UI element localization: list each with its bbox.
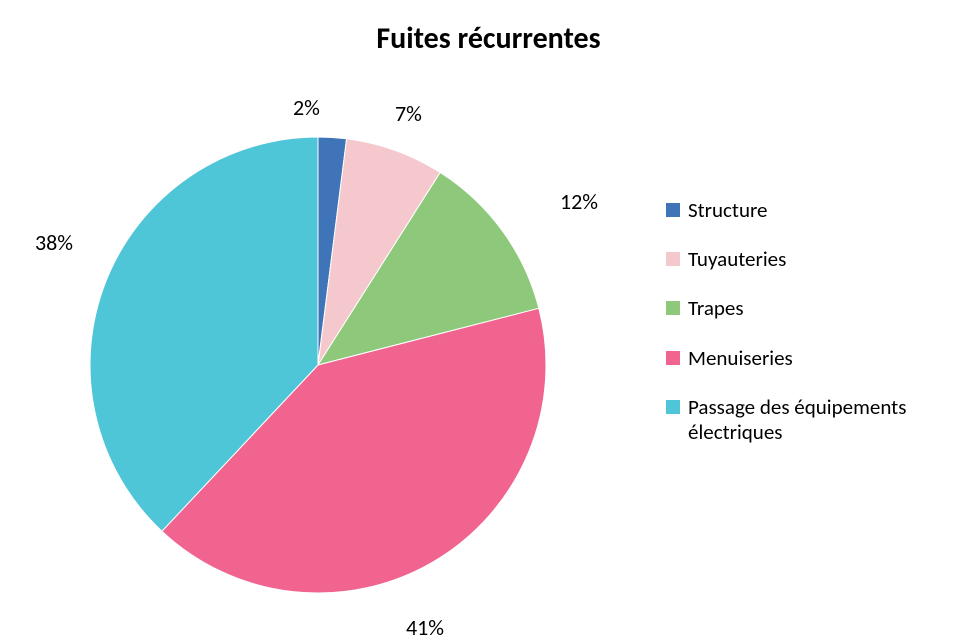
legend-swatch [666, 301, 680, 315]
pie-svg [90, 137, 546, 593]
legend-label: Menuiseries [688, 346, 793, 371]
slice-label: 7% [395, 100, 422, 127]
legend-item: Tuyauteries [666, 247, 928, 272]
legend-swatch [666, 203, 680, 217]
slice-label: 38% [35, 229, 73, 256]
chart-title: Fuites récurrentes [0, 20, 977, 57]
slice-label: 12% [560, 188, 598, 215]
legend-swatch [666, 400, 680, 414]
legend-swatch [666, 252, 680, 266]
legend-label: Structure [688, 198, 767, 223]
legend-item: Passage des équipements électriques [666, 395, 928, 445]
legend-label: Tuyauteries [688, 247, 786, 272]
slice-label: 2% [293, 94, 320, 121]
slice-label: 41% [406, 614, 444, 641]
legend-label: Passage des équipements électriques [688, 395, 928, 445]
legend-label: Trapes [688, 296, 744, 321]
legend-swatch [666, 351, 680, 365]
legend: Structure Tuyauteries Trapes Menuiseries Pas… [666, 198, 928, 445]
legend-item: Structure [666, 198, 928, 223]
pie-chart [90, 137, 546, 598]
legend-item: Menuiseries [666, 346, 928, 371]
legend-item: Trapes [666, 296, 928, 321]
